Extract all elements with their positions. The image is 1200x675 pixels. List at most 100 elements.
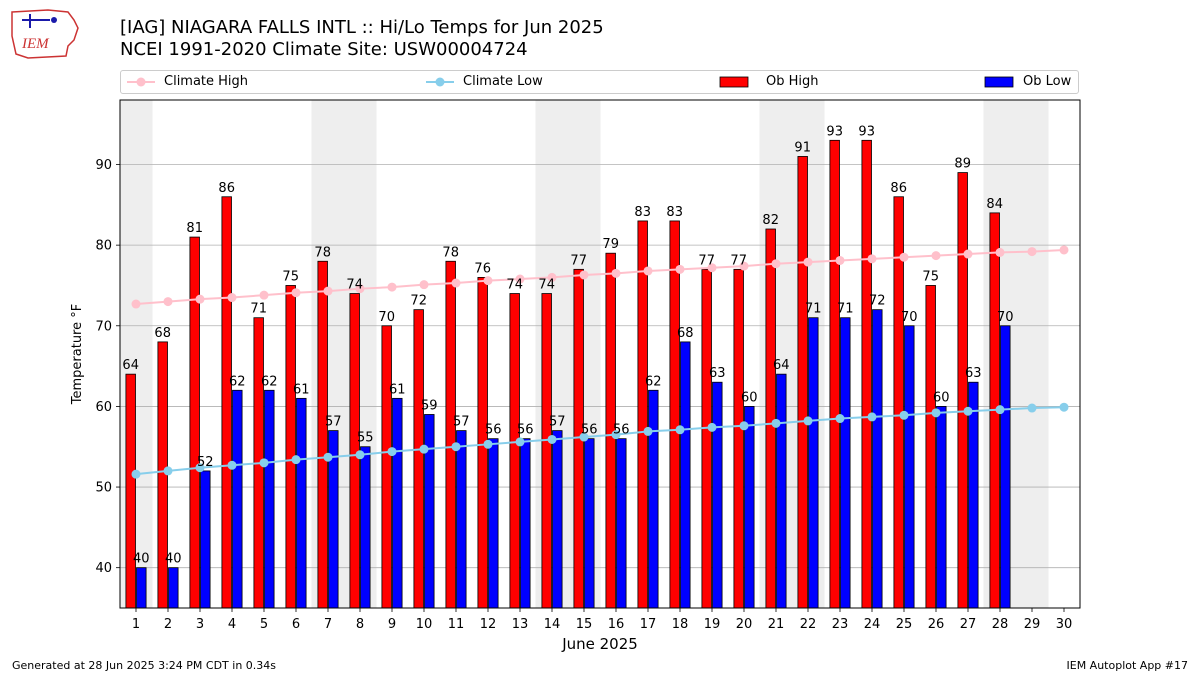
ob-high-bar — [765, 228, 776, 609]
legend-label-climate-low: Climate Low — [463, 74, 543, 89]
climate-low-point — [1059, 402, 1069, 412]
y-tick-label: 70 — [95, 319, 112, 334]
ob-low-bar — [776, 373, 787, 609]
x-tick-label: 18 — [672, 617, 689, 632]
ob-high-bar — [285, 285, 296, 609]
ob-high-label: 93 — [858, 124, 875, 139]
climate-high-point — [163, 297, 173, 307]
ob-low-label: 56 — [581, 423, 598, 438]
legend-label-ob-high: Ob High — [766, 74, 819, 89]
x-tick-label: 20 — [736, 617, 753, 632]
x-tick-label: 12 — [480, 617, 497, 632]
climate-high-point — [675, 264, 685, 274]
ob-high-label: 70 — [378, 310, 395, 325]
climate-high-point — [803, 257, 813, 267]
climate-high-point — [739, 261, 749, 271]
climate-high-point — [387, 282, 397, 292]
ob-low-bar — [552, 430, 563, 609]
climate-low-point — [515, 437, 525, 447]
ob-high-label: 78 — [314, 245, 331, 260]
climate-high-point — [995, 247, 1005, 257]
legend-swatch-ob-low — [984, 76, 1014, 88]
x-tick-label: 29 — [1024, 617, 1041, 632]
ob-high-label: 64 — [122, 358, 139, 373]
legend-swatch-climate-high — [127, 77, 155, 87]
climate-low-point — [451, 442, 461, 452]
weekend-band — [311, 100, 345, 608]
climate-high-point — [451, 278, 461, 288]
ob-low-label: 55 — [357, 431, 374, 446]
climate-low-point — [643, 426, 653, 436]
ob-high-label: 75 — [282, 269, 299, 284]
ob-low-bar — [936, 406, 947, 609]
weekend-band — [791, 100, 825, 608]
legend-swatch-ob-high — [719, 76, 749, 88]
ob-low-label: 71 — [805, 302, 822, 317]
x-tick-label: 15 — [576, 617, 593, 632]
ob-high-label: 93 — [826, 124, 843, 139]
ob-low-label: 70 — [997, 310, 1014, 325]
climate-low-point — [483, 439, 493, 449]
ob-low-bar — [488, 438, 499, 609]
ob-low-bar — [616, 438, 627, 609]
ob-high-bar — [797, 156, 808, 609]
climate-low-point — [899, 410, 909, 420]
generated-timestamp: Generated at 28 Jun 2025 3:24 PM CDT in … — [12, 659, 277, 672]
ob-high-bar — [957, 172, 968, 609]
ob-low-bar — [1000, 325, 1011, 609]
ob-high-label: 68 — [154, 326, 171, 341]
iem-logo: IEM — [11, 9, 79, 59]
ob-high-bar — [509, 293, 520, 609]
ob-high-label: 91 — [794, 140, 811, 155]
y-tick-label: 40 — [95, 561, 112, 576]
climate-low-point — [131, 469, 141, 479]
x-tick-label: 8 — [356, 617, 364, 632]
y-tick-label: 60 — [95, 400, 112, 415]
climate-high-point — [291, 288, 301, 298]
ob-low-label: 57 — [325, 415, 342, 430]
weekend-band — [759, 100, 793, 608]
ob-low-label: 40 — [165, 552, 182, 567]
climate-low-point — [579, 432, 589, 442]
ob-low-bar — [392, 397, 403, 609]
x-tick-label: 10 — [416, 617, 433, 632]
ob-low-bar — [232, 389, 243, 609]
ob-high-bar — [541, 293, 552, 609]
climate-high-point — [227, 293, 237, 303]
climate-low-point — [835, 414, 845, 424]
x-tick-label: 21 — [768, 617, 785, 632]
climate-high-point — [963, 249, 973, 259]
x-tick-label: 23 — [832, 617, 849, 632]
ob-low-label: 52 — [197, 455, 214, 470]
x-tick-label: 28 — [992, 617, 1009, 632]
ob-low-bar — [584, 438, 595, 609]
ob-high-bar — [125, 373, 136, 609]
ob-high-label: 82 — [762, 213, 779, 228]
ob-low-label: 40 — [133, 552, 150, 567]
ob-high-bar — [445, 260, 456, 609]
weekend-band — [343, 100, 377, 608]
legend: Climate High Climate Low Ob High Ob Low — [120, 70, 1079, 94]
weekend-band — [567, 100, 601, 608]
climate-low-point — [195, 463, 205, 473]
weekend-band — [535, 100, 569, 608]
climate-high-point — [1027, 247, 1037, 257]
ob-high-label: 83 — [666, 205, 683, 220]
climate-low-point — [867, 412, 877, 422]
climate-low-point — [931, 408, 941, 418]
ob-low-label: 59 — [421, 398, 438, 413]
ob-low-bar — [744, 406, 755, 609]
ob-high-label: 89 — [954, 157, 971, 172]
climate-high-point — [323, 286, 333, 296]
ob-low-bar — [264, 389, 275, 609]
climate-low-point — [611, 430, 621, 440]
climate-low-point — [995, 405, 1005, 415]
ob-high-label: 74 — [506, 278, 523, 293]
ob-low-label: 56 — [613, 423, 630, 438]
x-tick-label: 17 — [640, 617, 657, 632]
x-tick-label: 30 — [1056, 617, 1073, 632]
climate-high-point — [931, 251, 941, 261]
ob-low-bar — [168, 567, 179, 609]
ob-low-label: 62 — [261, 374, 278, 389]
x-axis-label: June 2025 — [561, 635, 638, 653]
